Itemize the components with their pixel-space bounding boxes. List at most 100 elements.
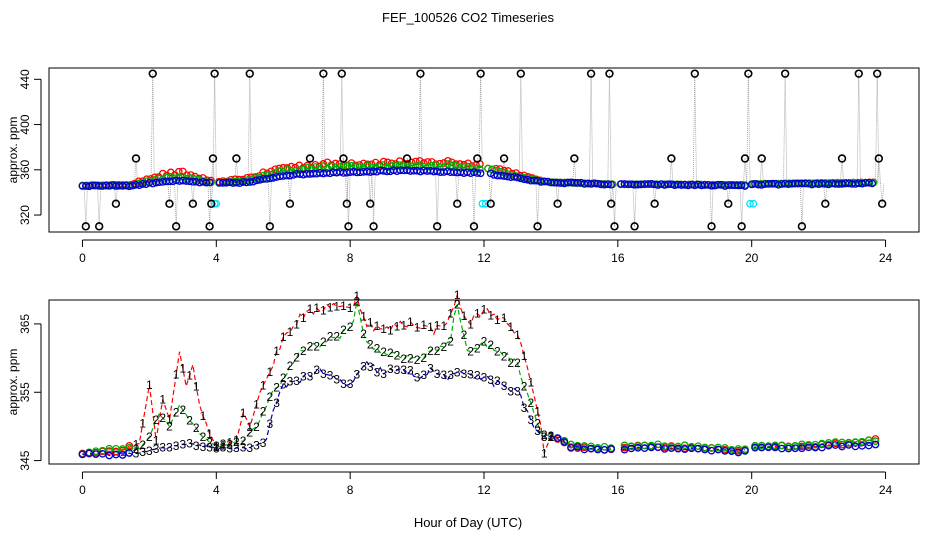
flag-connector: [634, 184, 637, 227]
flag-connector: [344, 172, 348, 204]
series-3-marker: 3: [414, 370, 421, 384]
series-2-marker: 2: [253, 420, 260, 434]
series-2-marker: 2: [447, 334, 454, 348]
series-1-marker: 1: [394, 320, 401, 334]
series-2-marker: 2: [514, 356, 521, 370]
flag-connector: [435, 171, 438, 227]
flag-connector: [488, 174, 492, 204]
series-2-marker: 2: [333, 330, 340, 344]
series-2-marker: 2: [173, 405, 180, 419]
series-2-marker: 2: [521, 380, 528, 394]
point-flagged: [148, 69, 157, 78]
series-3-marker: 3: [354, 367, 361, 381]
series-3-line: [82, 360, 612, 457]
bottom-x-tick-label: 20: [745, 483, 759, 497]
flag-connector: [471, 172, 475, 227]
flag-connector: [841, 158, 845, 184]
series-3-marker: 3: [200, 440, 207, 454]
bottom-x-tick-label: 16: [611, 483, 625, 497]
series-3-marker: 3: [541, 430, 548, 444]
flag-connector: [207, 183, 211, 227]
point-series1: [371, 158, 380, 167]
flag-connector: [212, 73, 216, 184]
series-1-marker: 1: [166, 412, 173, 426]
series-3-marker: 3: [159, 441, 166, 455]
point-flagged: [797, 222, 807, 231]
point-cyan: [481, 199, 490, 208]
bottom-x-tick-label: 24: [879, 483, 893, 497]
top-x-tick-label: 20: [745, 251, 759, 265]
series-3-marker: 3: [387, 362, 394, 376]
series-2-marker: 2: [494, 344, 501, 358]
bottom-x-tick-label: 12: [477, 483, 491, 497]
series-3-marker: 3: [153, 442, 160, 456]
series-2-marker: 2: [280, 371, 287, 385]
top-plot-box: [48, 67, 920, 233]
point-cyan: [746, 199, 754, 208]
point-flagged: [210, 69, 219, 78]
series-1-marker: 1: [133, 438, 140, 452]
series-1-marker: 1: [139, 416, 146, 430]
point-series1: [158, 169, 167, 178]
flag-connector: [480, 73, 483, 174]
flag-connector: [742, 158, 746, 186]
flag-connector: [799, 184, 803, 227]
top-y-tick-label: 400: [18, 114, 32, 134]
series-2-marker: 2: [407, 351, 414, 365]
point-series2: [407, 162, 416, 171]
series-3-marker: [98, 449, 107, 458]
series-3-marker: 3: [166, 440, 173, 454]
point-series2: [367, 163, 376, 172]
series-3-marker: 3: [514, 384, 521, 398]
point-flagged: [207, 199, 216, 208]
series-2-marker: 2: [139, 438, 146, 452]
top-x-tick-label: 24: [879, 251, 893, 265]
flag-connector: [801, 184, 804, 227]
flag-connector: [371, 171, 374, 227]
point-flagged: [533, 222, 542, 231]
series-2-marker: 2: [153, 413, 160, 427]
flag-connector: [369, 171, 373, 204]
series-2-marker: 2: [481, 334, 488, 348]
point-series1: [439, 159, 448, 167]
series-1-marker: 1: [293, 317, 300, 331]
series-1-marker: 1: [494, 313, 501, 327]
point-flagged: [737, 222, 746, 231]
series-3-marker: 3: [340, 377, 347, 391]
flag-connector: [287, 174, 291, 204]
flag-connector: [322, 73, 326, 173]
flag-connector: [348, 172, 351, 227]
series-3-marker: 3: [467, 368, 474, 382]
series-3-marker: 3: [133, 446, 140, 460]
point-flagged: [432, 222, 442, 231]
flag-connector: [858, 73, 861, 184]
series-2-marker: 2: [166, 420, 173, 434]
series-1-marker: 1: [153, 433, 160, 447]
bottom-x-tick-label: 4: [213, 483, 220, 497]
bottom-y-tick-label: 355: [18, 382, 32, 402]
flag-connector: [214, 73, 217, 184]
top-x-tick-label: 0: [79, 251, 86, 265]
series-1-marker: 1: [213, 440, 220, 454]
series-2-marker: 2: [454, 298, 461, 312]
series-3-marker: 3: [407, 364, 414, 378]
point-series3: [205, 178, 214, 187]
series-3-marker: 3: [273, 396, 280, 410]
point-cyan: [212, 199, 221, 208]
series-3-marker: 3: [226, 442, 233, 456]
series-3-marker: 3: [287, 374, 294, 388]
series-1-marker: 1: [434, 318, 441, 332]
series-2-marker: 2: [541, 428, 548, 442]
point-series1: [319, 160, 328, 168]
series-1-marker: 1: [347, 301, 354, 315]
series-3-marker: 3: [139, 445, 146, 459]
series-1-marker: 1: [287, 325, 294, 339]
series-1-marker: 1: [467, 317, 474, 331]
series-1-marker: 1: [461, 309, 468, 323]
series-3-marker: 3: [400, 363, 407, 377]
point-series1: [379, 157, 388, 166]
series-2-marker: 2: [501, 350, 508, 364]
series-1-marker: 1: [320, 304, 327, 318]
point-series1: [271, 165, 280, 174]
series-1-marker: 1: [521, 349, 528, 363]
